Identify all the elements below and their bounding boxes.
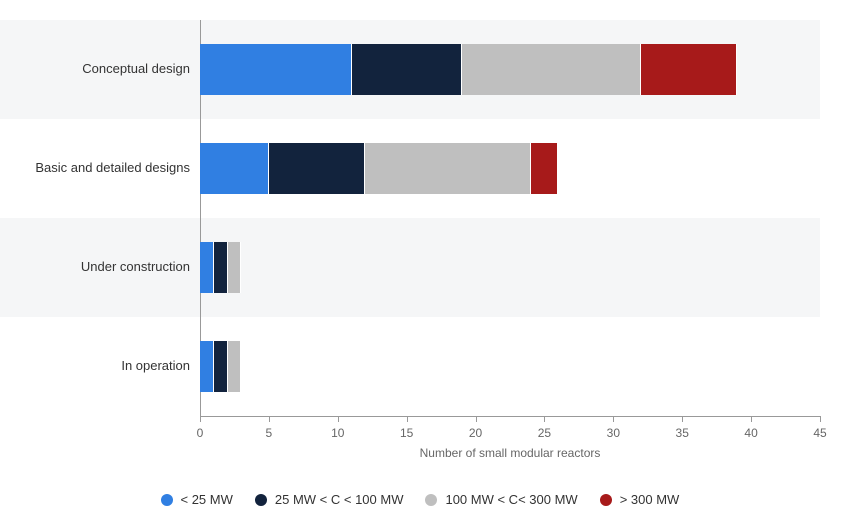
bar-segment xyxy=(365,143,530,194)
plot-area: 051015202530354045Number of small modula… xyxy=(200,20,820,416)
bar-segment xyxy=(462,44,641,95)
x-tick-label: 20 xyxy=(469,426,482,440)
legend-label: > 300 MW xyxy=(620,492,680,507)
x-tick xyxy=(613,416,614,422)
bar-row xyxy=(200,143,820,194)
bar-segment xyxy=(200,341,214,392)
bar-segment xyxy=(200,143,269,194)
legend-swatch xyxy=(255,494,267,506)
legend-item[interactable]: 100 MW < C< 300 MW xyxy=(425,492,577,507)
x-tick xyxy=(200,416,201,422)
legend: < 25 MW 25 MW < C < 100 MW 100 MW < C< 300… xyxy=(161,492,680,507)
bar-row xyxy=(200,44,820,95)
legend-label: < 25 MW xyxy=(181,492,233,507)
x-tick xyxy=(682,416,683,422)
legend-label: 100 MW < C< 300 MW xyxy=(445,492,577,507)
legend-swatch xyxy=(425,494,437,506)
legend-label: 25 MW < C < 100 MW xyxy=(275,492,404,507)
x-tick-label: 0 xyxy=(197,426,204,440)
x-tick-label: 30 xyxy=(607,426,620,440)
bar-segment xyxy=(531,143,559,194)
x-tick-label: 5 xyxy=(266,426,273,440)
x-tick-label: 35 xyxy=(676,426,689,440)
bar-segment xyxy=(228,341,242,392)
x-tick-label: 10 xyxy=(331,426,344,440)
category-label: Basic and detailed designs xyxy=(0,160,200,175)
legend-swatch xyxy=(600,494,612,506)
bar-row xyxy=(200,242,820,293)
x-axis-title: Number of small modular reactors xyxy=(420,446,601,460)
bar-segment xyxy=(352,44,462,95)
bar-segment xyxy=(214,242,228,293)
legend-item[interactable]: 25 MW < C < 100 MW xyxy=(255,492,404,507)
x-tick xyxy=(476,416,477,422)
x-tick xyxy=(407,416,408,422)
x-tick-label: 25 xyxy=(538,426,551,440)
x-tick xyxy=(269,416,270,422)
bar-segment xyxy=(228,242,242,293)
x-tick-label: 40 xyxy=(744,426,757,440)
bar-segment xyxy=(200,44,352,95)
bar-segment xyxy=(269,143,365,194)
category-label: In operation xyxy=(0,358,200,373)
bar-row xyxy=(200,341,820,392)
x-tick xyxy=(544,416,545,422)
x-tick xyxy=(751,416,752,422)
x-tick xyxy=(338,416,339,422)
x-tick-label: 45 xyxy=(813,426,826,440)
x-tick-label: 15 xyxy=(400,426,413,440)
x-tick xyxy=(820,416,821,422)
bar-segment xyxy=(641,44,737,95)
bar-segment xyxy=(200,242,214,293)
category-label: Under construction xyxy=(0,259,200,274)
x-axis xyxy=(200,416,820,417)
legend-item[interactable]: < 25 MW xyxy=(161,492,233,507)
category-label: Conceptual design xyxy=(0,61,200,76)
legend-swatch xyxy=(161,494,173,506)
chart-root: 0 5 10 15 20 25 30 35 40 45 Number of small modula… xyxy=(0,0,841,529)
legend-item[interactable]: > 300 MW xyxy=(600,492,680,507)
bar-segment xyxy=(214,341,228,392)
